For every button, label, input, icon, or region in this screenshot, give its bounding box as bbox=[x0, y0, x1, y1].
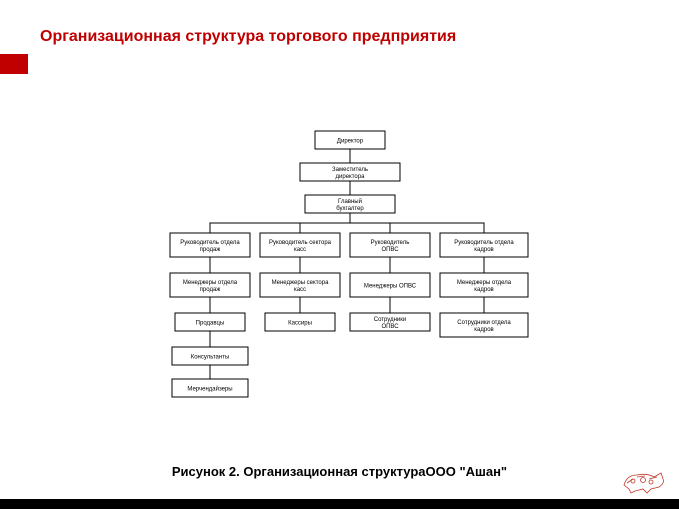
org-node-label: кадров bbox=[474, 247, 493, 253]
org-node: Сотрудники отделакадров bbox=[440, 313, 528, 337]
rhino-logo-icon bbox=[619, 465, 669, 495]
org-node: Руководитель отделакадров bbox=[440, 233, 528, 257]
org-edge bbox=[350, 213, 484, 233]
org-edge bbox=[300, 213, 350, 233]
org-node: Руководитель отделапродаж bbox=[170, 233, 250, 257]
org-chart-svg: Директор Заместительдиректора Главныйбухга… bbox=[150, 125, 550, 435]
org-node: Руководитель секторакасс bbox=[260, 233, 340, 257]
org-node-label: Руководитель отдела bbox=[180, 240, 240, 246]
org-node-label: Мерчендайзеры bbox=[187, 386, 232, 393]
org-node: Консультанты bbox=[172, 347, 248, 365]
org-node-label: продаж bbox=[200, 287, 221, 293]
title-text: Организационная структура торгового пред… bbox=[40, 28, 456, 45]
org-chart: Директор Заместительдиректора Главныйбухга… bbox=[150, 125, 550, 435]
org-node: Продавцы bbox=[175, 313, 245, 331]
org-node-label: директора bbox=[336, 174, 366, 180]
org-node: Кассиры bbox=[265, 313, 335, 331]
org-node-label: бухгалтер bbox=[336, 206, 364, 212]
org-node: СотрудникиОПВС bbox=[350, 313, 430, 331]
org-node-label: Продавцы bbox=[196, 321, 225, 327]
org-node-label: кадров bbox=[474, 287, 493, 293]
org-node: Менеджеры отделапродаж bbox=[170, 273, 250, 297]
accent-bar bbox=[0, 54, 28, 74]
org-node-label: Менеджеры ОПВС bbox=[364, 284, 417, 290]
org-node-label: Консультанты bbox=[191, 355, 230, 361]
org-node: Менеджеры секторакасс bbox=[260, 273, 340, 297]
page-title: Организационная структура торгового пред… bbox=[40, 28, 456, 46]
org-node: Директор bbox=[315, 131, 385, 149]
bottom-bar bbox=[0, 499, 679, 509]
org-node-label: ОПВС bbox=[381, 247, 399, 253]
org-node: Менеджеры отделакадров bbox=[440, 273, 528, 297]
org-node-label: Менеджеры отдела bbox=[183, 280, 238, 286]
org-node-label: касс bbox=[294, 287, 306, 293]
org-node-label: Менеджеры сектора bbox=[272, 280, 329, 286]
org-node-label: Главный bbox=[338, 198, 362, 205]
org-node-label: Директор bbox=[337, 139, 364, 145]
org-node-label: Менеджеры отдела bbox=[457, 280, 512, 286]
org-node-label: Кассиры bbox=[288, 321, 312, 327]
org-node: Менеджеры ОПВС bbox=[350, 273, 430, 297]
org-node-label: Сотрудники bbox=[374, 317, 407, 323]
org-node: РуководительОПВС bbox=[350, 233, 430, 257]
figure-caption: Рисунок 2. Организационная структураООО … bbox=[0, 464, 679, 479]
org-node-label: Руководитель сектора bbox=[269, 240, 332, 246]
org-node-label: Руководитель отдела bbox=[454, 240, 514, 246]
org-node-label: Руководитель bbox=[371, 240, 410, 246]
org-node-label: продаж bbox=[200, 247, 221, 253]
org-node: Главныйбухгалтер bbox=[305, 195, 395, 213]
org-node-label: Заместитель bbox=[332, 167, 368, 173]
org-node-label: касс bbox=[294, 247, 306, 253]
org-node-label: ОПВС bbox=[381, 324, 399, 330]
org-node: Мерчендайзеры bbox=[172, 379, 248, 397]
org-node-label: кадров bbox=[474, 327, 493, 333]
org-node: Заместительдиректора bbox=[300, 163, 400, 181]
org-node-label: Сотрудники отдела bbox=[457, 320, 511, 326]
